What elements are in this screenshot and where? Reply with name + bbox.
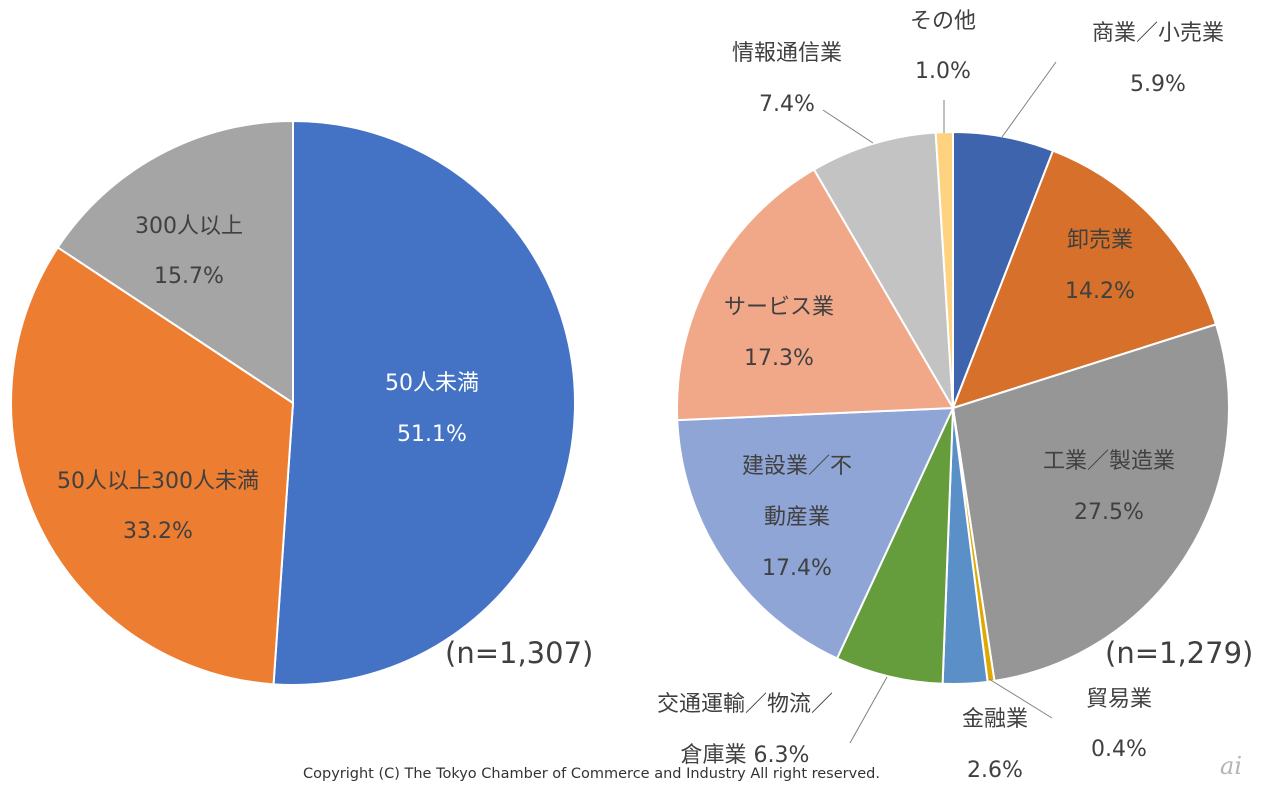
- pie1-slice-1: [272, 119, 576, 686]
- pie2-slice-3: [951, 323, 1230, 683]
- pie2-label-line: 0.4%: [1091, 737, 1147, 762]
- pie2-label-line: 貿易業: [1086, 687, 1152, 712]
- pie2-label-line: 卸売業: [1067, 228, 1133, 253]
- pie1-sample-size-note: (n=1,307): [445, 636, 594, 670]
- pie2-label-line: 金融業: [962, 707, 1028, 732]
- pie2-slice-9: [812, 131, 954, 409]
- pie2-label-line: 2.6%: [967, 758, 1023, 783]
- pie2-leader-line-9: [822, 109, 874, 144]
- pie2-slice-label-4: 貿易業 0.4%: [1086, 687, 1152, 762]
- pie2-slice-label-10: その他 1.0%: [910, 9, 976, 84]
- pie1-label-line: 300人以上: [135, 214, 243, 239]
- pie2-label-line: 建設業／不: [742, 454, 852, 479]
- pie1-slice-3: [56, 119, 294, 405]
- pie2-slice-label-6: 交通運輸／物流／ 倉庫業 6.3%: [657, 692, 833, 768]
- pie2-leader-line-4: [988, 678, 1053, 719]
- pie2-label-line: 27.5%: [1074, 500, 1144, 525]
- pie2-label-line: 17.4%: [762, 556, 832, 581]
- pie1-label-line: 33.2%: [123, 519, 193, 544]
- copyright-notice: Copyright (C) The Tokyo Chamber of Comme…: [303, 766, 880, 782]
- pie1-label-line: 15.7%: [154, 264, 224, 289]
- pie2-label-line: サービス業: [724, 295, 834, 320]
- pie2-slice-label-2: 卸売業 14.2%: [1065, 228, 1135, 304]
- pie-chart-2: 商業／小売業 5.9% 卸売業 14.2% 工業／製造業 27.5% 貿易業 0.4% 金融業 2…: [657, 9, 1230, 783]
- pie2-label-line: 14.2%: [1065, 279, 1135, 304]
- pie2-label-line: その他: [910, 9, 976, 34]
- pie2-sample-size-note: (n=1,279): [1105, 636, 1254, 670]
- pie1-slice-label-1: 50人未満 51.1%: [385, 371, 479, 447]
- pie2-slice-label-8: サービス業 17.3%: [724, 295, 834, 371]
- pie2-label-line: 交通運輸／物流／: [657, 692, 833, 717]
- pie2-slice-8: [676, 168, 955, 422]
- pie2-label-line: 情報通信業: [732, 41, 842, 66]
- pie2-leader-line-1: [1001, 61, 1057, 138]
- pie2-label-line: 倉庫業 6.3%: [681, 743, 810, 768]
- pie2-label-line: 1.0%: [915, 59, 971, 84]
- pie2-leader-line-6: [849, 676, 888, 744]
- publisher-logo: ai: [1220, 752, 1242, 780]
- pie1-slice-label-3: 300人以上 15.7%: [135, 214, 243, 289]
- pie1-slice-label-2: 50人以上300人未満 33.2%: [57, 469, 259, 544]
- pie2-label-line: 17.3%: [744, 346, 814, 371]
- pie1-label-line: 50人未満: [385, 371, 479, 396]
- pie2-label-line: 工業／製造業: [1043, 449, 1175, 474]
- pie2-slice-label-3: 工業／製造業 27.5%: [1043, 449, 1175, 525]
- pie2-label-line: 7.4%: [759, 92, 815, 117]
- pie-chart-1: 50人未満 51.1% 50人以上300人未満 33.2% 300人以上 15.7%: [10, 119, 576, 686]
- pie2-slice-label-5: 金融業 2.6%: [962, 707, 1028, 783]
- pie2-label-line: 商業／小売業: [1092, 21, 1224, 46]
- pie2-slice-label-9: 情報通信業 7.4%: [732, 41, 842, 117]
- pie2-label-line: 動産業: [764, 505, 830, 530]
- pie1-label-line: 50人以上300人未満: [57, 469, 259, 494]
- pie2-slice-2: [951, 149, 1218, 410]
- pie1-label-line: 51.1%: [397, 422, 467, 447]
- pie2-slice-7: [676, 406, 955, 660]
- pie2-slice-label-1: 商業／小売業 5.9%: [1092, 21, 1224, 97]
- pie2-label-line: 5.9%: [1130, 72, 1186, 97]
